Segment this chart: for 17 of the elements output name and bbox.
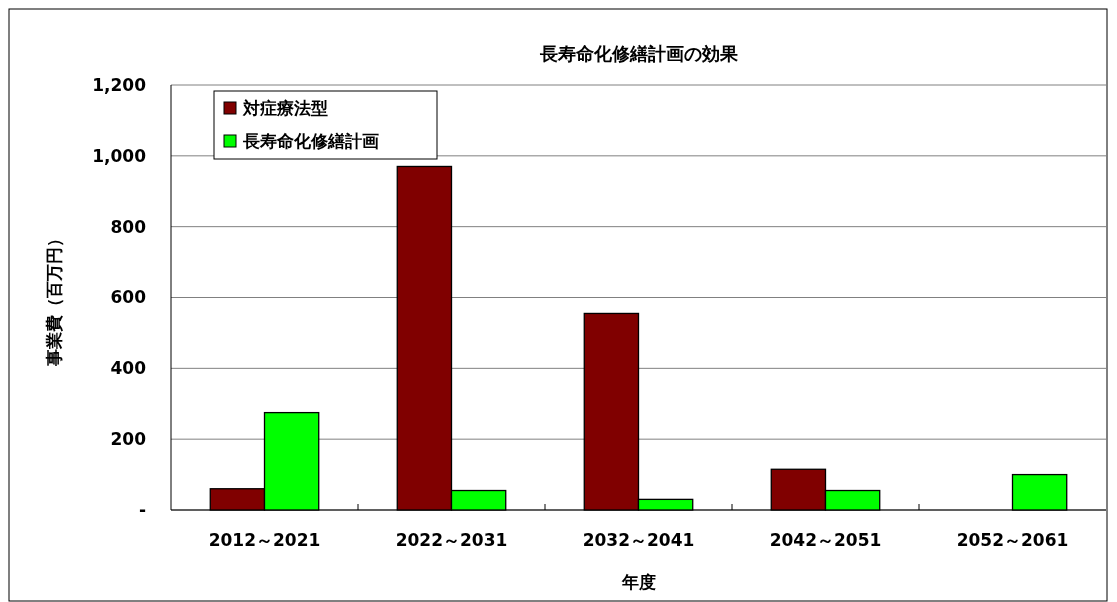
legend-label: 長寿命化修繕計画 — [242, 130, 379, 151]
y-tick-label: 400 — [110, 358, 147, 379]
y-axis-title: 事業費（百万円） — [44, 229, 64, 367]
y-tick-label: 800 — [110, 216, 147, 237]
chart-title: 長寿命化修繕計画の効果 — [538, 43, 739, 64]
x-axis-title: 年度 — [620, 572, 656, 592]
y-tick-label: - — [138, 499, 146, 520]
x-tick-label: 2042～2051 — [769, 530, 882, 550]
y-tick-label: 600 — [110, 287, 147, 308]
x-tick-label: 2012～2021 — [208, 530, 321, 550]
y-tick-label: 1,000 — [92, 145, 147, 166]
y-tick-label: 1,200 — [92, 74, 147, 95]
y-tick-label: 200 — [110, 429, 147, 450]
x-tick-label: 2022～2031 — [395, 530, 508, 550]
x-tick-label: 2032～2041 — [582, 530, 695, 550]
x-tick-label: 2052～2061 — [956, 530, 1069, 550]
legend-label: 対症療法型 — [242, 97, 328, 118]
